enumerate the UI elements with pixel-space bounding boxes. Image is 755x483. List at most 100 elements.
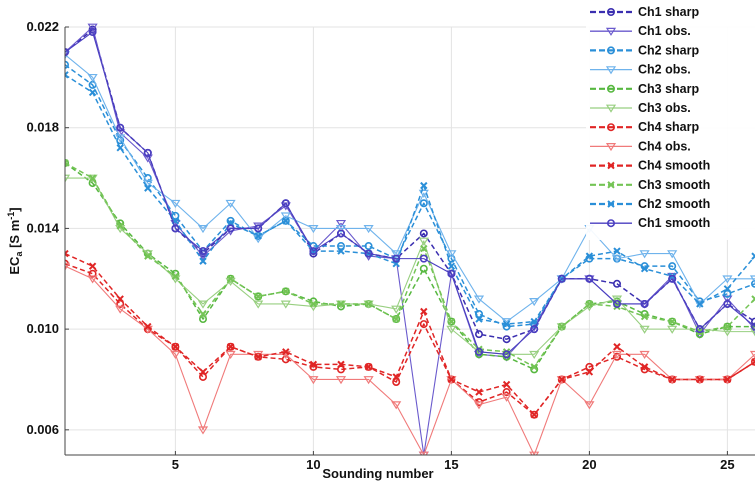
legend-marker-0 bbox=[606, 8, 615, 17]
point-5-7 bbox=[253, 300, 264, 309]
point-11-20 bbox=[612, 299, 621, 308]
point-10-0-a bbox=[65, 73, 69, 79]
point-3-3 bbox=[142, 179, 153, 188]
point-9-5-b bbox=[199, 310, 207, 318]
point-11-13 bbox=[419, 254, 428, 263]
point-9-2 bbox=[116, 222, 124, 230]
point-9-10-b bbox=[337, 300, 345, 308]
series-line-2 bbox=[65, 64, 755, 328]
point-5-12 bbox=[391, 305, 402, 314]
point-9-5 bbox=[199, 310, 207, 318]
point-10-25 bbox=[751, 252, 755, 260]
point-9-17-b bbox=[530, 363, 538, 371]
point-8-6-b bbox=[226, 343, 235, 351]
x-tick-label-1: 10 bbox=[306, 457, 320, 472]
legend-label-3: Ch2 obs. bbox=[638, 63, 691, 77]
y-tick-label-3: 0.018 bbox=[26, 120, 59, 135]
point-11-2 bbox=[116, 123, 125, 132]
point-4-12 bbox=[392, 315, 401, 324]
point-10-8 bbox=[282, 217, 290, 225]
point-6-6 bbox=[226, 342, 235, 351]
point-9-18-b bbox=[558, 322, 566, 331]
y-axis-label-sub: a bbox=[14, 251, 24, 257]
point-3-10 bbox=[335, 225, 347, 234]
legend-item-0: Ch1 sharp bbox=[590, 5, 699, 19]
point-0-15 bbox=[474, 330, 483, 339]
point-2-24 bbox=[723, 289, 732, 298]
legend-marker-10 bbox=[607, 200, 615, 208]
point-5-17 bbox=[529, 350, 540, 360]
svg-text:ECa [S m-1]: ECa [S m-1] bbox=[6, 207, 24, 274]
point-11-24 bbox=[723, 299, 732, 308]
point-11-12 bbox=[392, 254, 401, 263]
point-10-5-b bbox=[199, 257, 207, 265]
point-3-20 bbox=[611, 255, 623, 264]
point-9-12 bbox=[392, 315, 400, 323]
point-9-8 bbox=[282, 287, 290, 296]
point-4-5 bbox=[199, 315, 208, 324]
legend-label-1: Ch1 obs. bbox=[638, 24, 691, 38]
point-1-1 bbox=[87, 23, 98, 32]
point-6-1 bbox=[88, 269, 97, 278]
point-9-9 bbox=[309, 300, 318, 308]
point-5-22 bbox=[667, 325, 678, 334]
point-8-3-b bbox=[144, 322, 152, 331]
point-10-25-b bbox=[751, 254, 755, 260]
point-6-16 bbox=[502, 388, 511, 397]
point-10-5 bbox=[199, 257, 207, 265]
point-3-23 bbox=[694, 300, 705, 309]
point-8-11-b bbox=[364, 363, 373, 371]
legend-item-5: Ch3 obs. bbox=[590, 101, 691, 115]
point-9-25 bbox=[751, 295, 755, 303]
point-7-1 bbox=[87, 275, 98, 284]
point-10-7 bbox=[254, 232, 262, 240]
point-10-24-b bbox=[723, 285, 732, 293]
point-10-0-b bbox=[65, 71, 69, 77]
point-0-20 bbox=[612, 279, 621, 288]
legend-item-9: Ch3 smooth bbox=[590, 178, 710, 192]
legend-marker-9 bbox=[607, 181, 615, 189]
point-10-1-b bbox=[88, 88, 97, 97]
point-11-6 bbox=[226, 224, 235, 233]
point-6-20 bbox=[612, 352, 621, 361]
y-axis-label-exp: -1 bbox=[6, 212, 16, 220]
y-tick-label-2: 0.014 bbox=[26, 220, 59, 235]
series-layer bbox=[65, 23, 755, 455]
point-9-13 bbox=[420, 244, 428, 253]
point-8-18-b bbox=[558, 375, 566, 384]
legend-item-1: Ch1 obs. bbox=[590, 24, 691, 38]
point-10-16 bbox=[502, 320, 511, 328]
point-8-14 bbox=[447, 375, 456, 384]
legend-item-2: Ch2 sharp bbox=[590, 43, 699, 57]
point-11-17 bbox=[530, 325, 539, 334]
legend-marker-4 bbox=[606, 84, 615, 93]
point-10-24 bbox=[723, 285, 732, 293]
point-8-11 bbox=[364, 363, 373, 371]
point-10-19 bbox=[585, 252, 594, 260]
point-11-9 bbox=[309, 247, 318, 256]
point-8-22 bbox=[668, 375, 676, 384]
series-line-4 bbox=[65, 162, 755, 371]
point-8-14-b bbox=[447, 375, 456, 384]
point-11-14 bbox=[447, 269, 456, 278]
point-8-19-b bbox=[585, 368, 594, 376]
series-line-8 bbox=[65, 252, 755, 416]
point-0-16 bbox=[502, 335, 511, 344]
point-1-0 bbox=[65, 48, 71, 57]
point-7-13 bbox=[418, 451, 429, 455]
point-8-16-b bbox=[502, 380, 511, 389]
point-10-19-b bbox=[585, 252, 594, 260]
x-tick-label-0: 5 bbox=[172, 457, 179, 472]
point-7-2 bbox=[115, 305, 126, 314]
point-9-13-b bbox=[420, 244, 428, 253]
legend-marker-11 bbox=[606, 219, 615, 228]
legend-marker-5 bbox=[605, 104, 617, 113]
point-3-8 bbox=[280, 212, 291, 221]
point-9-1-b bbox=[88, 174, 97, 182]
point-9-19-b bbox=[585, 300, 594, 308]
point-11-1 bbox=[88, 28, 97, 37]
point-10-23-b bbox=[696, 300, 704, 308]
legend-marker-8 bbox=[607, 161, 615, 170]
point-10-14-b bbox=[447, 262, 456, 270]
point-9-25-a bbox=[751, 295, 755, 301]
